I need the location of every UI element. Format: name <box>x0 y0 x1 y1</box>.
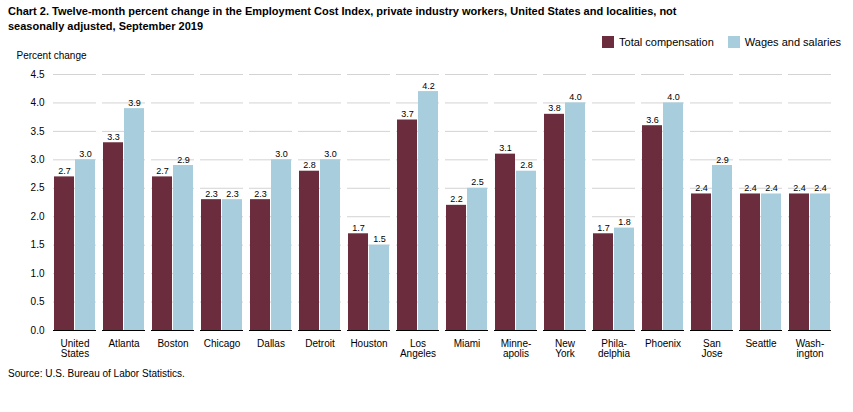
svg-text:1.8: 1.8 <box>618 217 631 227</box>
svg-text:2.5: 2.5 <box>31 182 45 193</box>
svg-text:3.3: 3.3 <box>107 131 120 141</box>
svg-text:4.0: 4.0 <box>569 92 582 102</box>
html-text:Source: U.S. Bureau of Labor S: Source: U.S. Bureau of Labor Statistics. <box>8 367 185 379</box>
svg-text:Detroit: Detroit <box>305 337 335 348</box>
svg-text:3.0: 3.0 <box>31 154 45 165</box>
svg-text:2.3: 2.3 <box>226 188 239 198</box>
svg-text:2.9: 2.9 <box>177 154 190 164</box>
svg-text:SanJose: SanJose <box>701 337 723 358</box>
svg-text:2.7: 2.7 <box>156 166 169 176</box>
svg-text:Boston: Boston <box>157 337 188 348</box>
svg-text:Seattle: Seattle <box>745 337 777 348</box>
svg-text:2.0: 2.0 <box>31 211 45 222</box>
svg-text:3.9: 3.9 <box>128 97 141 107</box>
html-text:Chart 2. Twelve-month percent: Chart 2. Twelve-month percent change in … <box>8 5 677 32</box>
svg-text:0.5: 0.5 <box>31 296 45 307</box>
svg-text:3.8: 3.8 <box>548 103 561 113</box>
svg-text:3.1: 3.1 <box>499 143 512 153</box>
svg-text:4.0: 4.0 <box>667 92 680 102</box>
svg-text:2.4: 2.4 <box>744 183 757 193</box>
svg-text:2.2: 2.2 <box>450 194 463 204</box>
svg-text:2.3: 2.3 <box>205 188 218 198</box>
svg-text:1.5: 1.5 <box>31 239 45 250</box>
svg-text:Percent change: Percent change <box>17 49 87 60</box>
svg-text:Atlanta: Atlanta <box>108 337 140 348</box>
html-text:Wages and salaries: Wages and salaries <box>744 35 841 48</box>
svg-text:1.7: 1.7 <box>352 222 365 232</box>
svg-text:Houston: Houston <box>350 337 387 348</box>
svg-text:2.7: 2.7 <box>58 166 71 176</box>
svg-text:1.0: 1.0 <box>31 267 45 278</box>
svg-text:2.5: 2.5 <box>471 177 484 187</box>
svg-text:Miami: Miami <box>454 337 481 348</box>
svg-text:2.8: 2.8 <box>303 160 316 170</box>
svg-text:1.7: 1.7 <box>597 222 610 232</box>
svg-text:2.4: 2.4 <box>695 183 708 193</box>
svg-text:2.3: 2.3 <box>254 188 267 198</box>
svg-text:Wash-ington: Wash-ington <box>796 337 825 358</box>
svg-text:4.0: 4.0 <box>31 97 45 108</box>
svg-text:4.2: 4.2 <box>422 80 435 90</box>
svg-text:3.5: 3.5 <box>31 125 45 136</box>
svg-text:Chicago: Chicago <box>204 337 241 348</box>
svg-text:2.4: 2.4 <box>814 183 827 193</box>
svg-text:2.4: 2.4 <box>765 183 778 193</box>
svg-text:2.4: 2.4 <box>793 183 806 193</box>
svg-text:1.5: 1.5 <box>373 234 386 244</box>
svg-text:4.5: 4.5 <box>31 68 45 79</box>
svg-text:3.0: 3.0 <box>275 149 288 159</box>
svg-text:3.0: 3.0 <box>79 149 92 159</box>
svg-text:3.0: 3.0 <box>324 149 337 159</box>
svg-text:3.6: 3.6 <box>646 114 659 124</box>
svg-text:Phoenix: Phoenix <box>645 337 681 348</box>
svg-text:Minne-apolis: Minne-apolis <box>501 337 532 358</box>
svg-text:Dallas: Dallas <box>257 337 285 348</box>
svg-text:3.7: 3.7 <box>401 109 414 119</box>
svg-text:Phila-delphia: Phila-delphia <box>598 337 631 358</box>
svg-text:2.9: 2.9 <box>716 154 729 164</box>
svg-text:2.8: 2.8 <box>520 160 533 170</box>
svg-text:UnitedStates: UnitedStates <box>61 337 90 358</box>
svg-text:LosAngeles: LosAngeles <box>400 337 436 358</box>
svg-text:NewYork: NewYork <box>555 337 576 358</box>
html-text:Total compensation: Total compensation <box>619 35 714 48</box>
svg-text:0.0: 0.0 <box>31 324 45 335</box>
